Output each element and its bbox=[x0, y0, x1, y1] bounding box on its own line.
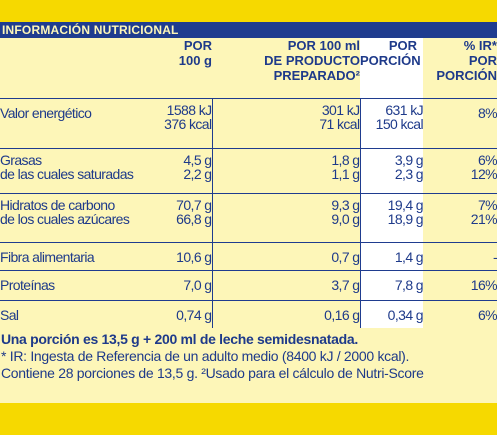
value-per-100g: 0,74 g bbox=[136, 299, 213, 328]
value-ir-percent: 6% bbox=[423, 299, 497, 328]
value-per-portion: 1,4 g bbox=[360, 241, 424, 270]
value-per-100g: 70,7 g 66,8 g bbox=[136, 192, 213, 242]
nutrient-label: Proteínas bbox=[0, 269, 136, 300]
value-per-100ml-prepared: 0,7 g bbox=[212, 241, 361, 270]
bottom-yellow-band bbox=[0, 403, 497, 435]
nutrition-table: POR 100 g POR 100 ml DE PRODUCTO PREPARA… bbox=[0, 38, 497, 328]
value-per-portion: 3,9 g 2,3 g bbox=[360, 147, 424, 193]
value-per-100g: 7,0 g bbox=[136, 269, 213, 300]
table-title: INFORMACIÓN NUTRICIONAL bbox=[0, 22, 497, 38]
nutrient-label: Fibra alimentaria bbox=[0, 241, 136, 270]
top-yellow-band bbox=[0, 0, 497, 22]
nutrient-label: Grasas de las cuales saturadas bbox=[0, 147, 136, 193]
value-per-portion: 19,4 g 18,9 g bbox=[360, 192, 424, 242]
value-per-portion: 7,8 g bbox=[360, 269, 424, 300]
table-row: Valor energético 1588 kJ 376 kcal 301 kJ 71 … bbox=[0, 97, 497, 148]
value-per-100ml-prepared: 9,3 g 9,0 g bbox=[212, 192, 361, 242]
value-ir-percent: 6% 12% bbox=[423, 147, 497, 193]
table-row: Proteínas 7,0 g 3,7 g 7,8 g 16% bbox=[0, 269, 497, 300]
table-row: Fibra alimentaria 10,6 g 0,7 g 1,4 g- bbox=[0, 241, 497, 270]
value-ir-percent: 7% 21% bbox=[423, 192, 497, 242]
value-per-100g: 1588 kJ 376 kcal bbox=[136, 97, 213, 148]
table-row: Sal 0,74 g 0,16 g 0,34 g 6% bbox=[0, 299, 497, 328]
value-per-portion: 0,34 g bbox=[360, 299, 424, 328]
value-per-100ml-prepared: 301 kJ 71 kcal bbox=[212, 97, 361, 148]
nutrient-label: Sal bbox=[0, 299, 136, 328]
value-per-100ml-prepared: 0,16 g bbox=[212, 299, 361, 328]
value-ir-percent: - bbox=[423, 241, 497, 270]
table-row: Hidratos de carbono de los cuales azúcare… bbox=[0, 192, 497, 242]
footnote-portion: Una porción es 13,5 g + 200 ml de leche … bbox=[1, 331, 358, 347]
header-ir-per-portion: % IR* POR PORCIÓN bbox=[436, 38, 497, 83]
header-per-100g: POR 100 g bbox=[178, 38, 212, 68]
footnote-ir: * IR: Ingesta de Referencia de un adulto… bbox=[1, 348, 410, 364]
value-per-portion: 631 kJ 150 kcal bbox=[360, 97, 424, 148]
header-empty bbox=[0, 38, 136, 98]
nutrient-label: Valor energético bbox=[0, 97, 136, 148]
header-per-portion: POR PORCIÓN bbox=[360, 38, 423, 98]
value-ir-percent: 16% bbox=[423, 269, 497, 300]
value-ir-percent: 8% bbox=[423, 97, 497, 148]
value-per-100ml-prepared: 3,7 g bbox=[212, 269, 361, 300]
footnote-contains: Contiene 28 porciones de 13,5 g. ²Usado … bbox=[1, 365, 424, 381]
value-per-100g: 4,5 g 2,2 g bbox=[136, 147, 213, 193]
value-per-100g: 10,6 g bbox=[136, 241, 213, 270]
value-per-100ml-prepared: 1,8 g 1,1 g bbox=[212, 147, 361, 193]
header-per-100ml-prepared: POR 100 ml DE PRODUCTO PREPARADO² bbox=[264, 38, 360, 83]
nutrient-label: Hidratos de carbono de los cuales azúcare… bbox=[0, 192, 136, 242]
header-row: POR 100 g POR 100 ml DE PRODUCTO PREPARA… bbox=[0, 38, 497, 98]
